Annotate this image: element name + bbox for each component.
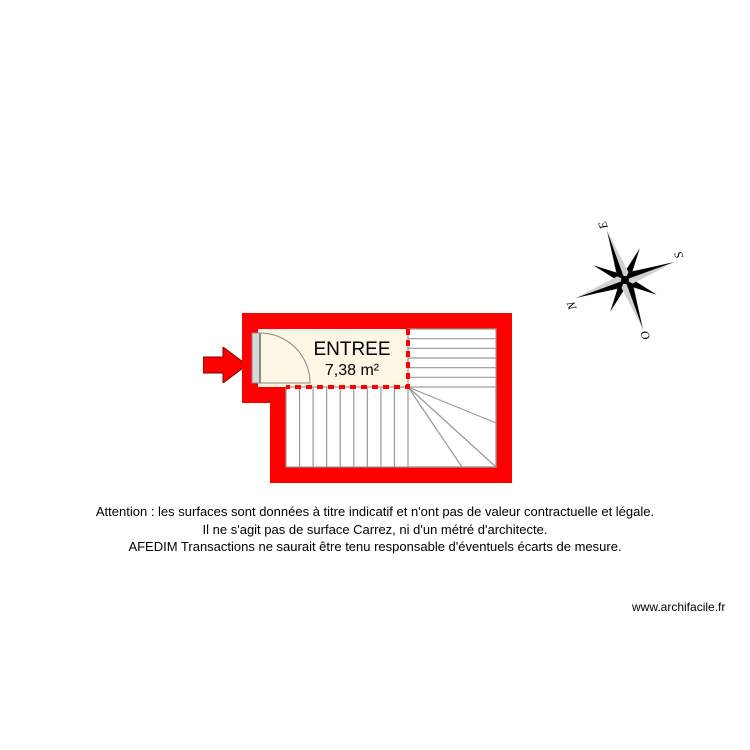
entry-arrow-icon (203, 347, 247, 383)
room-area: 7,38 m² (325, 362, 380, 379)
svg-text:S: S (671, 250, 686, 260)
compass-rose-icon: E O S N (560, 215, 690, 345)
disclaimer-text: Attention : les surfaces sont données à … (80, 503, 670, 556)
floor-plan: ENTREE 7,38 m² (242, 313, 512, 483)
room-label: ENTREE (313, 339, 390, 360)
svg-text:O: O (637, 329, 653, 342)
svg-text:N: N (563, 299, 580, 313)
website-link[interactable]: www.archifacile.fr (632, 600, 725, 614)
svg-text:E: E (595, 219, 611, 232)
floor-plan-canvas: { "canvas": { "width": 750, "height": 75… (0, 0, 750, 750)
